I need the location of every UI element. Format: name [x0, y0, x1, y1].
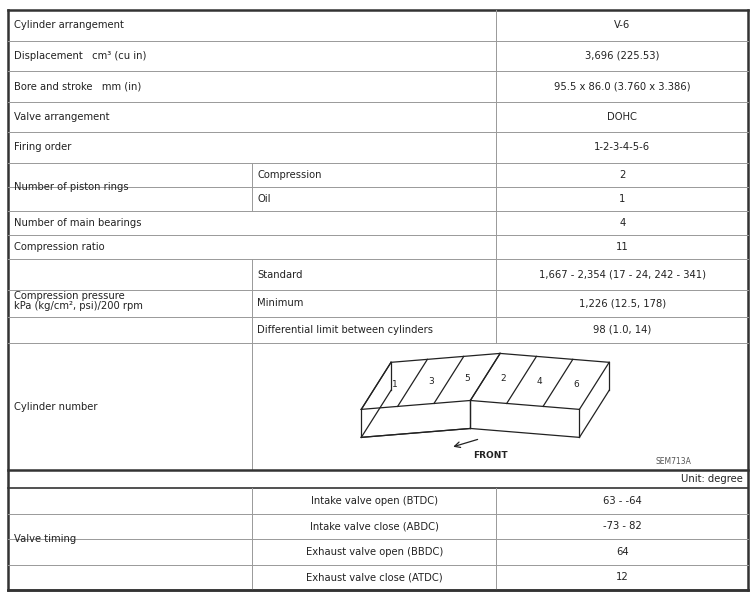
Text: 1: 1: [392, 380, 397, 389]
Text: Valve arrangement: Valve arrangement: [14, 112, 110, 122]
Text: Differential limit between cylinders: Differential limit between cylinders: [257, 325, 433, 335]
Text: 98 (1.0, 14): 98 (1.0, 14): [593, 325, 652, 335]
Text: Intake valve close (ABDC): Intake valve close (ABDC): [310, 521, 438, 532]
Text: Number of piston rings: Number of piston rings: [14, 182, 129, 192]
Text: kPa (kg/cm², psi)/200 rpm: kPa (kg/cm², psi)/200 rpm: [14, 301, 143, 311]
Text: Minimum: Minimum: [257, 298, 304, 308]
Text: 1-2-3-4-5-6: 1-2-3-4-5-6: [594, 142, 650, 152]
Text: 4: 4: [537, 377, 543, 386]
Text: 3: 3: [428, 377, 433, 386]
Text: Standard: Standard: [257, 269, 302, 280]
Text: 95.5 x 86.0 (3.760 x 3.386): 95.5 x 86.0 (3.760 x 3.386): [554, 82, 690, 91]
Text: 1,226 (12.5, 178): 1,226 (12.5, 178): [578, 298, 666, 308]
Text: Firing order: Firing order: [14, 142, 71, 152]
Text: 12: 12: [616, 572, 628, 582]
Text: FRONT: FRONT: [472, 451, 507, 460]
Text: Displacement   cm³ (cu in): Displacement cm³ (cu in): [14, 51, 147, 61]
Text: Bore and stroke   mm (in): Bore and stroke mm (in): [14, 82, 141, 91]
Text: 1: 1: [619, 194, 625, 204]
Text: Valve timing: Valve timing: [14, 534, 76, 544]
Text: Compression: Compression: [257, 170, 322, 180]
Text: Oil: Oil: [257, 194, 271, 204]
Text: Intake valve open (BTDC): Intake valve open (BTDC): [311, 496, 438, 506]
Text: 1,667 - 2,354 (17 - 24, 242 - 341): 1,667 - 2,354 (17 - 24, 242 - 341): [539, 269, 705, 280]
Text: 3,696 (225.53): 3,696 (225.53): [585, 51, 659, 61]
Text: Cylinder number: Cylinder number: [14, 402, 98, 412]
Text: Compression ratio: Compression ratio: [14, 242, 104, 252]
Text: Number of main bearings: Number of main bearings: [14, 218, 141, 228]
Text: DOHC: DOHC: [607, 112, 637, 122]
Text: 2: 2: [500, 374, 507, 383]
Text: 5: 5: [464, 374, 470, 383]
Text: Cylinder arrangement: Cylinder arrangement: [14, 20, 124, 30]
Text: 4: 4: [619, 218, 625, 228]
Text: Compression pressure: Compression pressure: [14, 291, 125, 301]
Text: 11: 11: [616, 242, 628, 252]
Text: Unit: degree: Unit: degree: [681, 475, 743, 484]
Text: Exhaust valve close (ATDC): Exhaust valve close (ATDC): [306, 572, 442, 582]
Text: 63 - -64: 63 - -64: [603, 496, 642, 506]
Text: 64: 64: [616, 547, 628, 557]
Text: 2: 2: [619, 170, 625, 180]
Text: 6: 6: [573, 380, 579, 389]
Text: -73 - 82: -73 - 82: [603, 521, 642, 532]
Text: V-6: V-6: [614, 20, 631, 30]
Text: SEM713A: SEM713A: [655, 457, 692, 466]
Text: Exhaust valve open (BBDC): Exhaust valve open (BBDC): [305, 547, 443, 557]
